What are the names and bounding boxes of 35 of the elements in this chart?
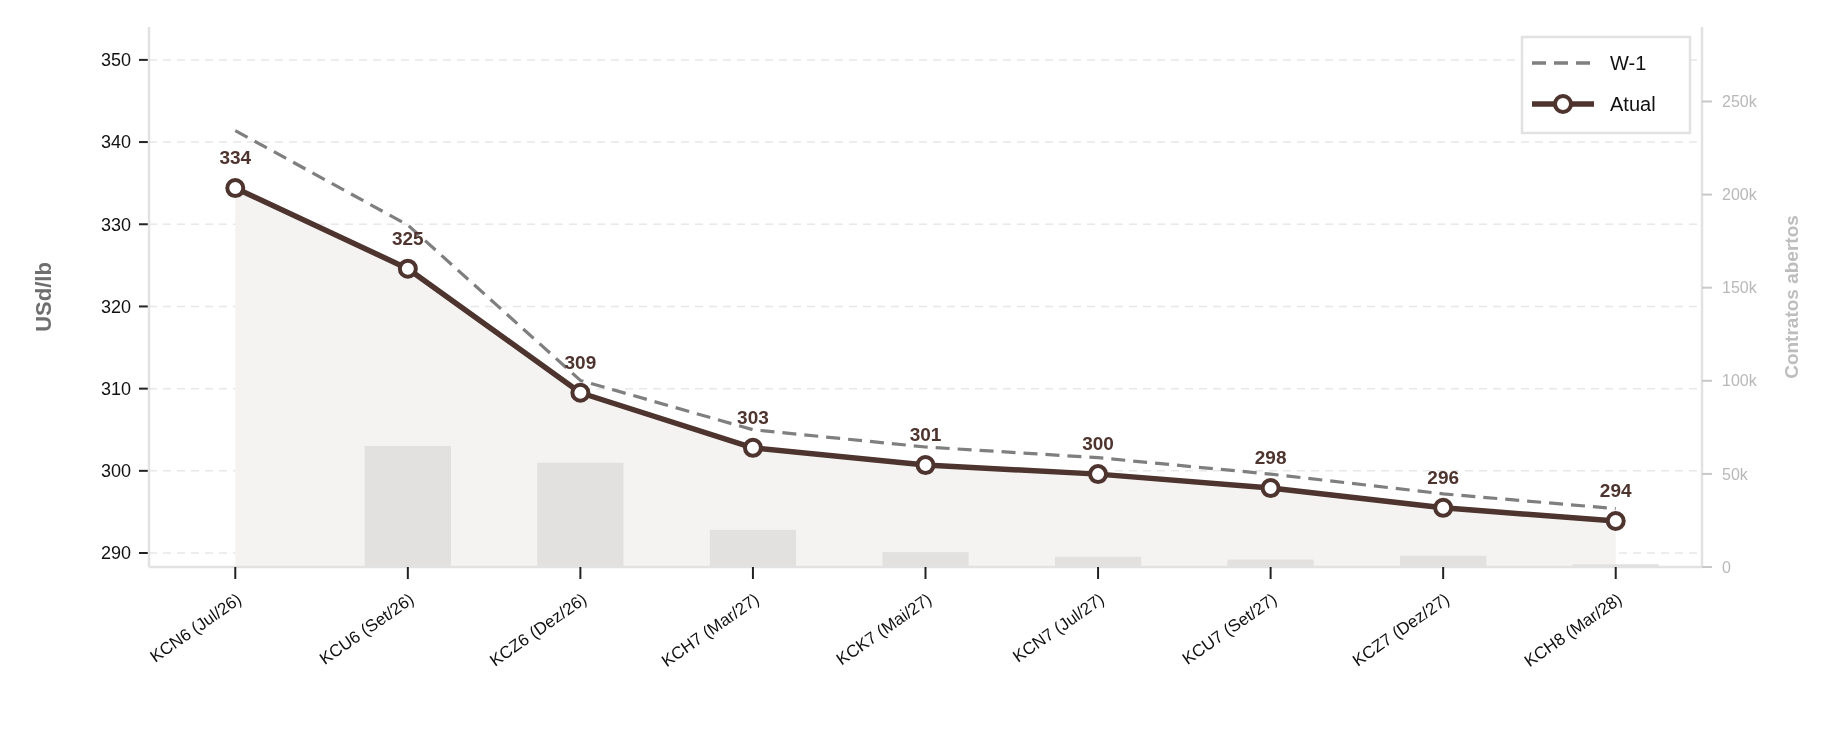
y-axis-title: USd/lb <box>31 262 56 332</box>
data-label: 303 <box>737 406 769 428</box>
y2-tick-label: 100k <box>1722 372 1758 390</box>
point <box>1433 497 1454 518</box>
data-label: 309 <box>564 351 597 373</box>
data-label: 296 <box>1427 466 1460 488</box>
point <box>915 455 936 476</box>
point <box>1260 478 1281 499</box>
y2-tick-label: 0 <box>1722 558 1731 576</box>
y2-tick-label: 250k <box>1722 93 1758 111</box>
data-label: 294 <box>1599 479 1632 501</box>
y2-tick-label: 150k <box>1722 279 1758 297</box>
y-tick-label: 320 <box>100 296 131 317</box>
y-tick-label: 340 <box>100 132 131 153</box>
y-tick-label: 350 <box>100 50 131 71</box>
data-label: 298 <box>1254 447 1287 469</box>
y-tick-label: 330 <box>100 214 131 235</box>
point <box>225 178 246 199</box>
data-label: 301 <box>909 424 942 446</box>
y2-tick-label: 50k <box>1722 465 1749 483</box>
point <box>1605 510 1626 531</box>
point <box>742 437 763 458</box>
data-label: 300 <box>1082 433 1114 455</box>
y2-axis-title: Contratos abertos <box>1781 215 1802 379</box>
point <box>397 258 418 279</box>
y-tick-label: 310 <box>100 378 131 399</box>
legend-label: W-1 <box>1610 52 1647 74</box>
y2-tick-label: 200k <box>1722 186 1758 204</box>
y-tick-label: 290 <box>100 543 131 564</box>
point <box>570 382 591 403</box>
y-tick-label: 300 <box>100 461 131 482</box>
data-label: 325 <box>391 227 425 249</box>
legend-label: Atual <box>1610 93 1656 115</box>
point <box>1088 464 1109 485</box>
data-label: 334 <box>219 147 252 169</box>
